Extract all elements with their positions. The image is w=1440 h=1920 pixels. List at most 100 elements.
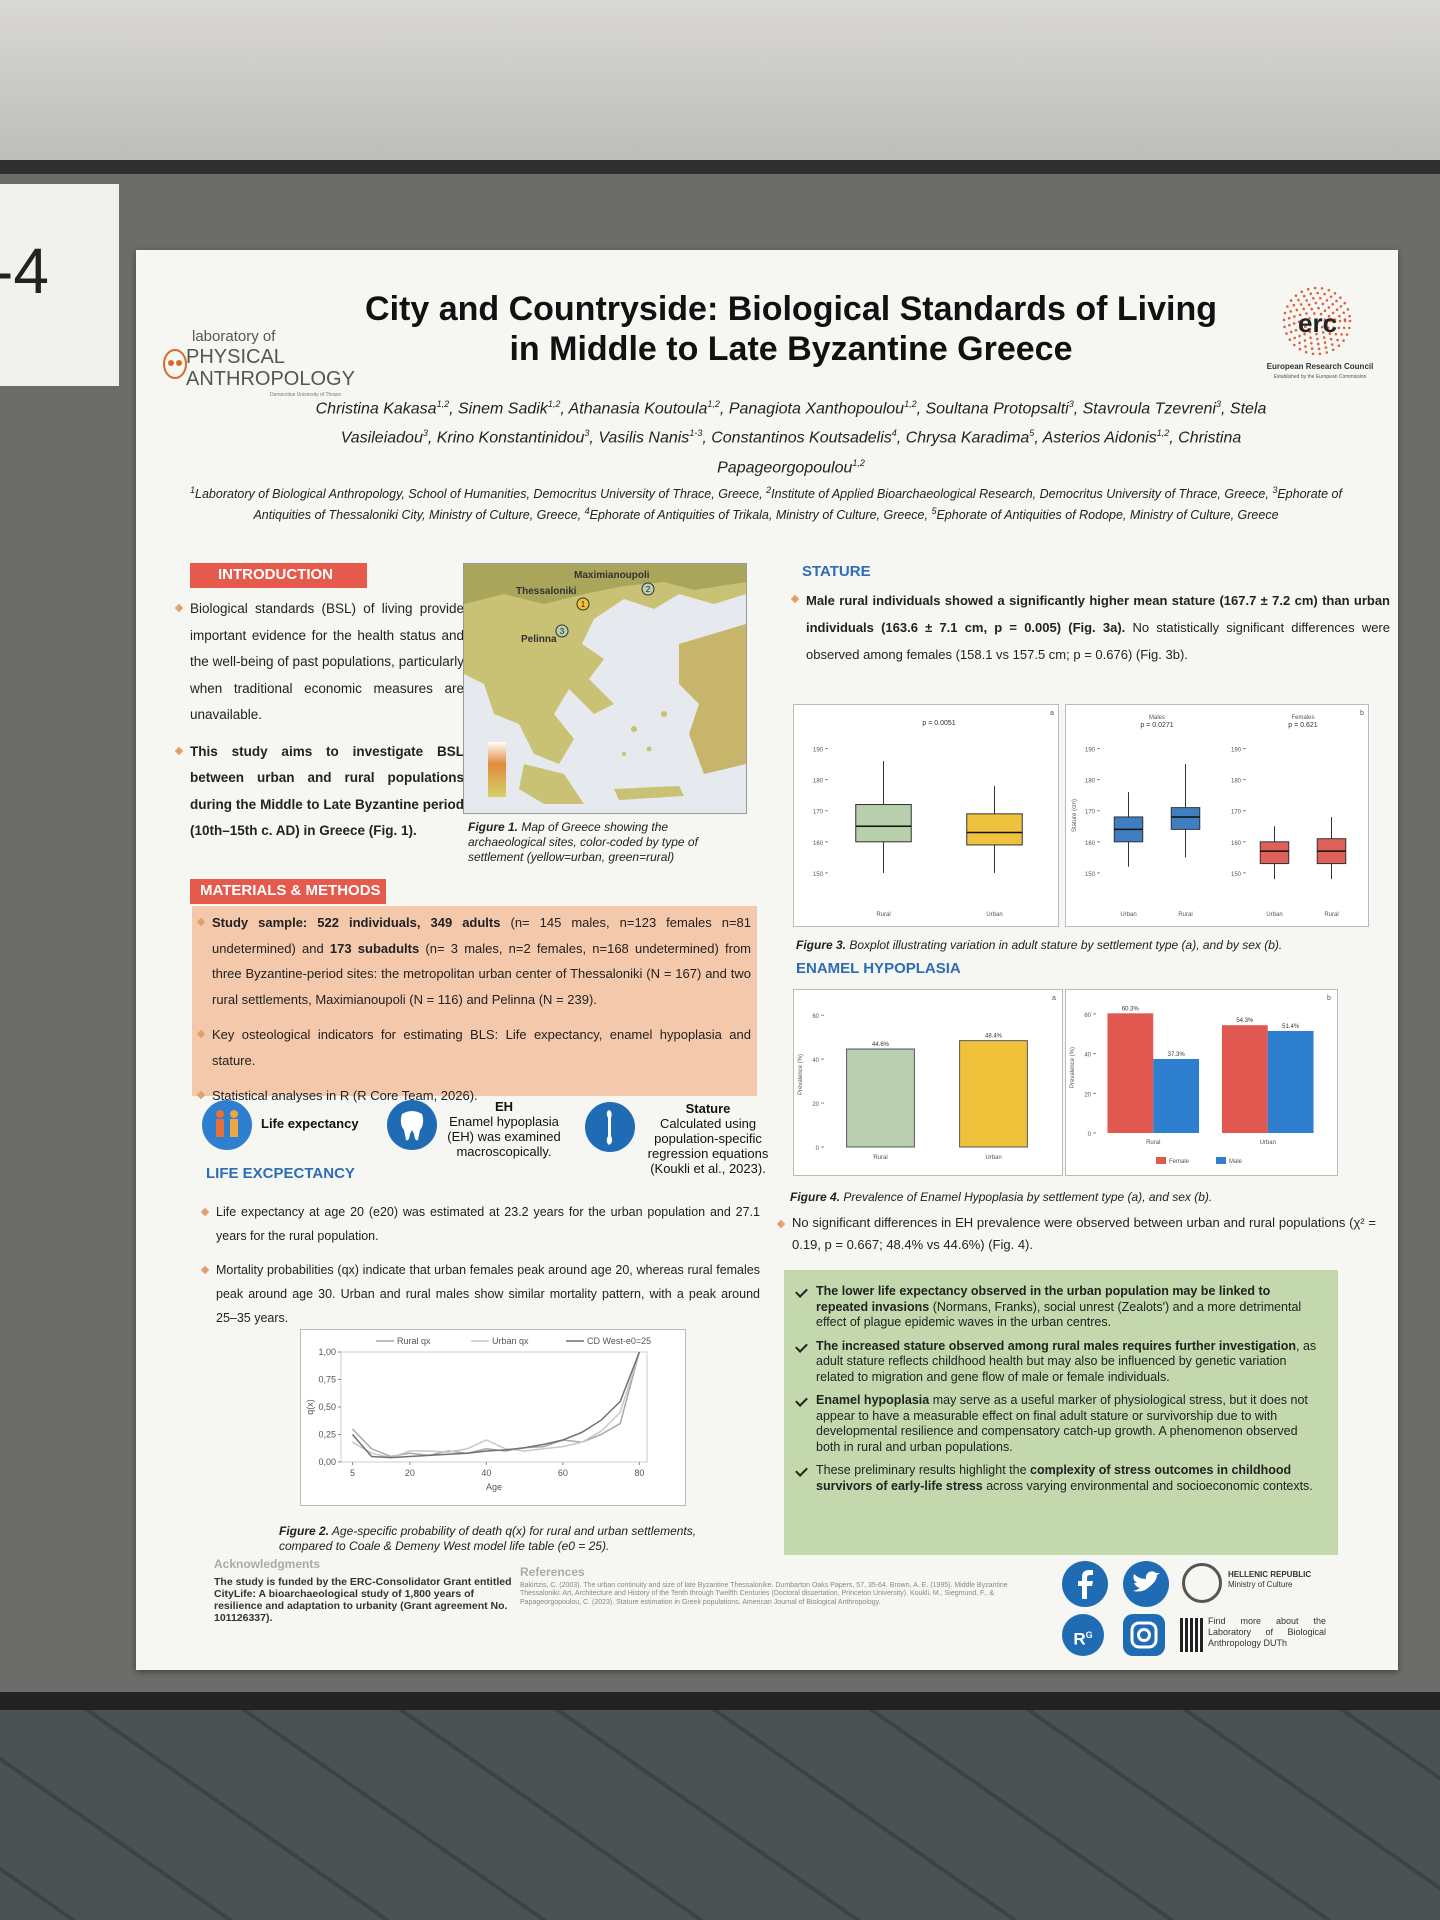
paragraph: Key osteological indicators for estimati…	[196, 1022, 751, 1073]
erc-dot	[1319, 296, 1322, 300]
erc-text: European Research Council	[1266, 362, 1374, 371]
erc-dot	[1338, 319, 1342, 323]
facebook-icon[interactable]	[1062, 1561, 1108, 1607]
text-run: 522 individuals, 349 adults	[317, 915, 501, 930]
x-tick-label: Rural	[1324, 912, 1338, 918]
y-tick-label: 170	[1231, 810, 1242, 816]
author-name: Christina Papageorgopoulou	[717, 429, 1242, 476]
caption-label: Figure 2.	[279, 1524, 330, 1538]
boxplot: b Stature (cm) Males p = 0.0271 150 160 170 180…	[1065, 704, 1369, 927]
erc-dot	[1302, 307, 1305, 311]
affiliation-text: Ephorate of Antiquities of Thessaloniki …	[253, 487, 1342, 523]
erc-dot	[1298, 347, 1302, 351]
erc-dot	[1299, 327, 1302, 330]
qr-code[interactable]	[1180, 1618, 1204, 1652]
author-affiliation: 3	[1215, 399, 1221, 409]
erc-dot	[1328, 319, 1332, 323]
y-axis-label: Stature (cm)	[1072, 799, 1078, 832]
erc-dot	[1324, 346, 1328, 349]
erc-dot	[1327, 306, 1331, 309]
author-affiliation: 1,2	[707, 399, 720, 409]
erc-dot	[1314, 327, 1317, 331]
erc-dot	[1308, 316, 1311, 320]
erc-dot	[1312, 312, 1316, 315]
author-affiliation: 1,2	[436, 399, 450, 409]
erc-dot	[1285, 332, 1288, 335]
author-name: Sinem Sadik	[457, 400, 548, 418]
section-heading: MATERIALS & METHODS	[190, 879, 386, 904]
panel-tag: a	[1052, 995, 1056, 1002]
text-run: Key osteological indicators for estimati…	[212, 1027, 751, 1068]
erc-dot	[1283, 311, 1287, 315]
erc-dot	[1343, 301, 1347, 305]
erc-dot	[1312, 296, 1315, 300]
text-run: Statistical analyses in R (R Core Team, …	[212, 1088, 478, 1103]
text-run: The increased stature observed among rur…	[816, 1338, 1297, 1353]
text-run: Life expectancy at age 20 (e20) was esti…	[216, 1205, 760, 1243]
site-number: 2	[646, 585, 651, 594]
erc-dot	[1342, 326, 1346, 330]
author-affiliation: 3	[1068, 399, 1074, 409]
erc-text: Established by the European Commission	[1273, 374, 1367, 380]
enamel-text: No significant differences in EH prevale…	[776, 1212, 1376, 1266]
erc-dot	[1317, 306, 1320, 310]
instagram-glyph	[1130, 1621, 1158, 1649]
y-tick-label: 180	[1085, 779, 1096, 785]
affiliation-number: 2	[766, 485, 772, 495]
rg-text: R	[1073, 1629, 1086, 1649]
erc-dot	[1342, 311, 1346, 315]
author-affiliation: 1,2	[1156, 428, 1170, 439]
title: in Middle to Late Byzantine Greece	[509, 330, 1073, 368]
caption-text: Prevalence of Enamel Hypoplasia by settl…	[843, 1190, 1213, 1204]
erc-dot	[1304, 345, 1307, 348]
line-chart-svg: 0,00 0,25 0,50 0,75 1,00 5 20 40 60 80 Age q(x) Rura…	[305, 1336, 651, 1492]
erc-dot	[1303, 332, 1306, 336]
text-run: (n= 3 males, n=2 females, n=168 undeterm…	[212, 940, 751, 1007]
erc-dot	[1329, 295, 1333, 299]
erc-dot	[1305, 299, 1309, 302]
y-tick-label: 190	[1231, 748, 1242, 754]
erc-dot	[1304, 350, 1308, 354]
erc-dot	[1323, 341, 1327, 344]
x-tick-label: Rural	[873, 1155, 887, 1161]
erc-dot	[1332, 326, 1335, 330]
box	[966, 813, 1023, 846]
researchgate-icon[interactable]: RG	[1062, 1614, 1104, 1656]
erc-dot	[1346, 308, 1350, 311]
bar-chart-svg: a Prevalence (%) 0 20 40 60 44.6% Rural 48.4% Urb…	[798, 995, 1056, 1161]
bone-icon	[606, 1110, 613, 1145]
authors: Christina Kakasa1,2, Sinem Sadik1,2, Ath…	[315, 399, 1267, 476]
paragraph: The lower life expectancy observed in th…	[794, 1284, 1324, 1331]
y-tick-label: 0,25	[318, 1430, 336, 1440]
author-affiliation: 5	[1029, 428, 1035, 439]
twitter-icon[interactable]	[1123, 1561, 1169, 1607]
paragraph: No significant differences in EH prevale…	[776, 1212, 1376, 1256]
caption-text: Boxplot illustrating variation in adult …	[849, 938, 1283, 952]
erc-dot	[1309, 292, 1313, 296]
erc-dot	[1337, 326, 1341, 330]
y-tick-label: 20	[1084, 1092, 1091, 1098]
text-run: Biological standards (BSL) of living pro…	[190, 601, 464, 722]
erc-dot	[1293, 336, 1296, 340]
erc-dot	[1321, 302, 1325, 306]
panel-tag: b	[1327, 995, 1331, 1002]
y-axis-label: Prevalence (%)	[1070, 1047, 1076, 1088]
erc-dot	[1316, 291, 1319, 295]
line-chart: 0,00 0,25 0,50 0,75 1,00 5 20 40 60 80 Age q(x) Rura…	[300, 1329, 686, 1506]
erc-dot	[1286, 305, 1289, 308]
erc-dot	[1319, 312, 1323, 316]
erc-dot	[1298, 334, 1301, 338]
erc-dot	[1293, 315, 1296, 318]
erc-dot	[1329, 337, 1333, 341]
erc-dot	[1340, 333, 1343, 336]
author-name: Panagiota Xanthopoulou	[728, 400, 905, 418]
carpet	[0, 1710, 1440, 1920]
erc-dot	[1325, 351, 1329, 354]
erc-dot	[1331, 348, 1335, 352]
people-icon	[216, 1110, 238, 1137]
x-tick-label: Rural	[1178, 912, 1192, 918]
text-run: The lower life expectancy observed in th…	[816, 1284, 1271, 1314]
instagram-icon[interactable]	[1123, 1614, 1165, 1656]
erc-dot	[1287, 316, 1291, 320]
indicator: EH Enamel hypoplasia (EH) was examined ma…	[444, 1099, 564, 1159]
